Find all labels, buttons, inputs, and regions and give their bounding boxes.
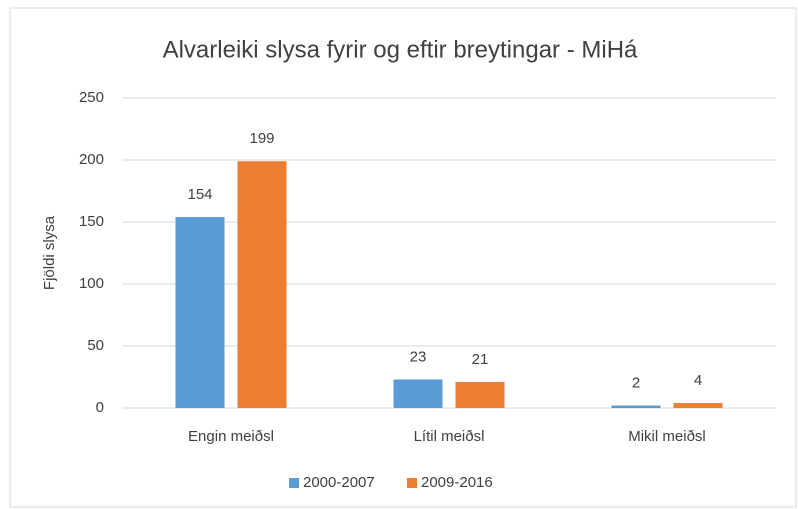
chart-border	[9, 7, 797, 508]
data-label: 23	[410, 348, 427, 365]
legend-label: 2009-2016	[421, 474, 493, 491]
data-label: 199	[249, 130, 274, 147]
bar	[237, 161, 287, 408]
data-label: 21	[472, 351, 489, 368]
legend-swatch	[407, 478, 417, 488]
bar	[673, 403, 723, 408]
y-tick-label: 0	[96, 399, 104, 416]
data-label: 2	[632, 374, 640, 391]
y-tick-label: 100	[79, 275, 104, 292]
legend-label: 2000-2007	[303, 474, 375, 491]
x-tick-label: Engin meiðsl	[188, 428, 274, 445]
legend-swatch	[289, 478, 299, 488]
bar	[611, 405, 661, 408]
bar	[455, 381, 505, 408]
y-axis-label: Fjöldi slysa	[41, 215, 58, 290]
data-label: 4	[694, 372, 702, 389]
bar	[393, 379, 443, 408]
y-tick-label: 150	[79, 213, 104, 230]
x-tick-label: Lítil meiðsl	[414, 428, 485, 445]
data-label: 154	[187, 186, 212, 203]
chart-title: Alvarleiki slysa fyrir og eftir breyting…	[163, 36, 638, 63]
y-tick-label: 50	[87, 337, 104, 354]
x-tick-label: Mikil meiðsl	[628, 428, 706, 445]
bar	[175, 217, 225, 408]
y-tick-label: 200	[79, 151, 104, 168]
y-tick-label: 250	[79, 89, 104, 106]
